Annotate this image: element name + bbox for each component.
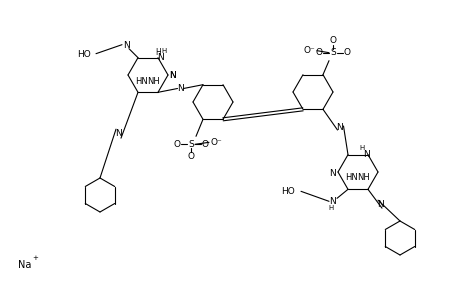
Text: N: N: [363, 150, 370, 159]
Text: S: S: [188, 140, 194, 149]
Text: O⁻: O⁻: [303, 46, 315, 55]
Text: HO: HO: [77, 50, 91, 59]
Text: O⁻: O⁻: [210, 138, 222, 147]
Text: O: O: [343, 48, 351, 57]
Text: H: H: [161, 48, 167, 54]
Text: N: N: [336, 124, 343, 132]
Text: N: N: [169, 71, 176, 80]
Text: O: O: [330, 36, 336, 45]
Text: HN: HN: [346, 174, 358, 182]
Text: N: N: [177, 84, 184, 93]
Text: NH: NH: [148, 76, 160, 86]
Text: N: N: [170, 72, 176, 80]
Text: H: H: [155, 48, 161, 57]
Text: HO: HO: [281, 187, 295, 196]
Text: N: N: [157, 53, 163, 62]
Text: H: H: [328, 205, 334, 211]
Text: NH: NH: [357, 174, 370, 182]
Text: N: N: [123, 41, 129, 50]
Text: N: N: [114, 129, 121, 138]
Text: N: N: [377, 200, 383, 209]
Text: O: O: [188, 152, 194, 161]
Text: Na: Na: [18, 260, 31, 270]
Text: N: N: [330, 168, 336, 178]
Text: S: S: [330, 48, 336, 57]
Text: O: O: [202, 140, 208, 149]
Text: N: N: [330, 197, 336, 206]
Text: O: O: [173, 140, 180, 149]
Text: HN: HN: [136, 76, 148, 86]
Text: O: O: [316, 48, 322, 57]
Text: H: H: [359, 145, 365, 151]
Text: +: +: [32, 255, 38, 261]
